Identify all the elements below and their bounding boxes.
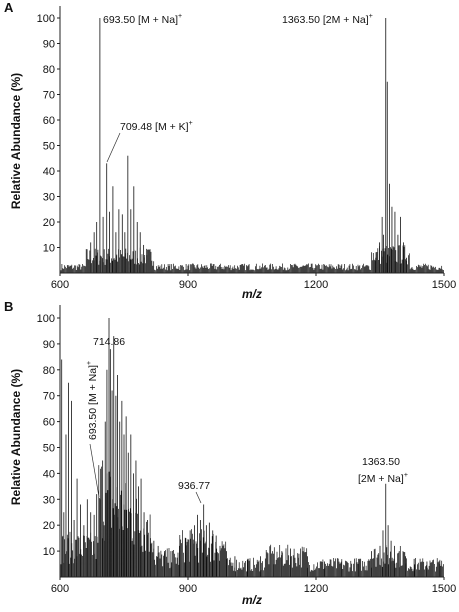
panel-b-y-ticks: 10 20 30 40 50 60 70 80 90 100 — [37, 313, 60, 558]
panel-b-axes — [59, 305, 444, 578]
x-tick-label: 1500 — [432, 583, 456, 595]
panel-a-annotation-693: 693.50 [M + Na]+ — [103, 13, 182, 26]
x-tick-label: 900 — [179, 279, 197, 291]
panel-a-y-axis-label: Relative Abundance (%) — [9, 73, 23, 209]
y-tick-label: 30 — [43, 494, 55, 506]
y-tick-label: 10 — [43, 243, 55, 255]
y-tick-label: 10 — [43, 546, 55, 558]
y-tick-label: 20 — [43, 520, 55, 532]
panel-a-annotation-709: 709.48 [M + K]+ — [120, 120, 193, 133]
x-tick-label: 1500 — [432, 279, 456, 291]
y-tick-label: 80 — [43, 365, 55, 377]
panel-b-leader-693 — [89, 443, 100, 498]
panel-b-annotation-2m-na: [2M + Na]+ — [358, 472, 408, 485]
panel-b-annotation-936: 936.77 — [178, 480, 210, 492]
panel-a-axes — [59, 6, 444, 274]
panel-a-x-ticks: 600 900 1200 1500 — [51, 273, 456, 291]
y-tick-label: 70 — [43, 391, 55, 403]
panel-a-leader-709 — [106, 132, 121, 163]
y-tick-label: 40 — [43, 468, 55, 480]
x-tick-label: 1200 — [304, 279, 328, 291]
panel-a-letter: A — [4, 0, 14, 15]
y-tick-label: 50 — [43, 443, 55, 455]
y-tick-label: 50 — [43, 141, 55, 153]
x-tick-label: 600 — [51, 583, 69, 595]
x-tick-label: 1200 — [304, 583, 328, 595]
y-tick-label: 60 — [43, 115, 55, 127]
panel-a-spectrum — [60, 18, 444, 273]
panel-b-annotation-1363: 1363.50 — [362, 456, 400, 468]
y-tick-label: 100 — [37, 313, 55, 325]
y-tick-label: 60 — [43, 417, 55, 429]
panel-a-annotation-1363: 1363.50 [2M + Na]+ — [282, 13, 373, 26]
panel-b-x-ticks: 600 900 1200 1500 — [51, 577, 456, 595]
y-tick-label: 90 — [43, 339, 55, 351]
y-tick-label: 90 — [43, 39, 55, 51]
x-tick-label: 900 — [179, 583, 197, 595]
panel-a-y-ticks: 10 20 30 40 50 60 70 80 90 100 — [37, 13, 60, 255]
panel-a-x-axis-label: m/z — [242, 287, 262, 301]
panel-b-annotation-693: 693.50 [M + Na]+ — [86, 361, 99, 440]
panel-b-annotation-714: 714.86 — [93, 336, 125, 348]
y-tick-label: 30 — [43, 192, 55, 204]
y-tick-label: 70 — [43, 90, 55, 102]
y-tick-label: 20 — [43, 217, 55, 229]
panel-b-leader-936 — [195, 491, 202, 504]
panel-b-x-axis-label: m/z — [242, 593, 262, 607]
panel-a: A Relative Abundance (%) m/z 10 20 30 40 50 6… — [4, 0, 456, 301]
panel-b: B Relative Abundance (%) m/z 10 20 30 40 50 6… — [4, 299, 456, 607]
x-tick-label: 600 — [51, 279, 69, 291]
panel-b-y-axis-label: Relative Abundance (%) — [9, 369, 23, 505]
panel-b-letter: B — [4, 299, 13, 314]
y-tick-label: 100 — [37, 13, 55, 25]
panel-b-spectrum — [60, 318, 444, 577]
y-tick-label: 80 — [43, 64, 55, 76]
y-tick-label: 40 — [43, 166, 55, 178]
